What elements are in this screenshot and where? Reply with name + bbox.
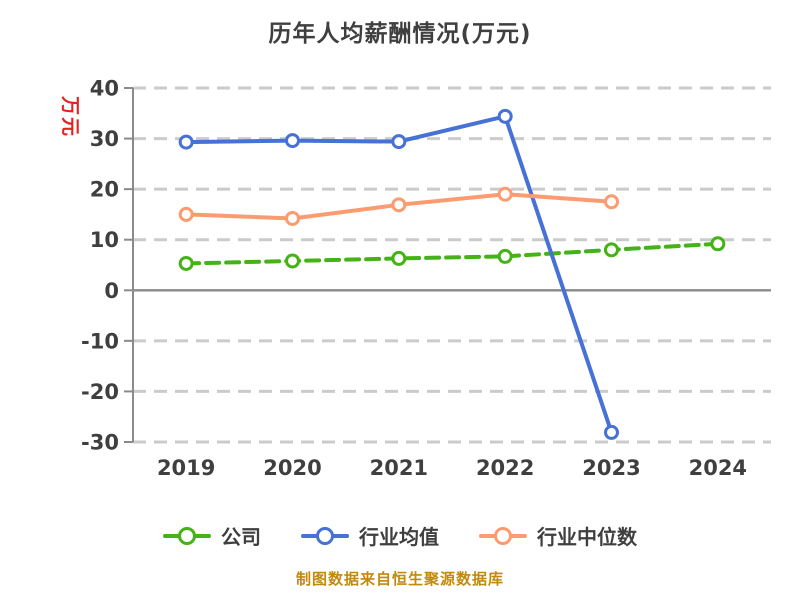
series-marker-industry-median[interactable] — [178, 206, 194, 222]
x-tick-label: 2020 — [263, 456, 321, 480]
legend-marker-icon — [301, 526, 349, 545]
y-tick-label: 0 — [104, 279, 119, 303]
legend-item-company[interactable]: 公司 — [163, 521, 261, 550]
series-marker-company[interactable] — [604, 242, 619, 258]
y-tick-label: 40 — [90, 77, 119, 101]
y-tick-label: -10 — [81, 329, 119, 353]
legend-item-industry-mean[interactable]: 行业均值 — [301, 521, 439, 550]
x-tick-label: 2023 — [582, 456, 640, 480]
y-tick-label: 30 — [90, 127, 119, 151]
legend-label: 公司 — [221, 525, 261, 549]
y-tick-label: -30 — [81, 431, 119, 455]
legend-dot — [494, 526, 512, 545]
series-marker-industry-median[interactable] — [391, 197, 407, 213]
legend-item-industry-median[interactable]: 行业中位数 — [479, 521, 637, 550]
x-tick-label: 2022 — [476, 456, 534, 480]
series-line-company — [184, 241, 720, 266]
series-marker-industry-mean[interactable] — [604, 424, 619, 440]
legend-dot — [178, 526, 196, 545]
chart-title: 历年人均薪酬情况(万元) — [268, 21, 532, 47]
series-marker-industry-mean[interactable] — [391, 134, 407, 150]
series-marker-industry-mean[interactable] — [178, 134, 194, 150]
x-tick-label: 2019 — [157, 456, 215, 480]
series-marker-company[interactable] — [391, 250, 407, 266]
series-marker-company[interactable] — [178, 255, 194, 271]
legend-label: 行业中位数 — [537, 525, 637, 549]
series-line-industry-mean — [184, 113, 614, 435]
y-tick-label: 20 — [90, 178, 119, 202]
series-marker-company[interactable] — [285, 253, 300, 269]
legend-marker-icon — [479, 526, 527, 545]
series-marker-industry-median[interactable] — [604, 194, 619, 210]
plot-area: 40 30 20 10 0 -10 -20 -30 2019 2020 2021 2022 2023 20… — [81, 77, 771, 480]
y-tick-label: -20 — [81, 380, 119, 404]
data-source-note: 制图数据来自恒生聚源数据库 — [295, 570, 504, 588]
series-marker-industry-mean[interactable] — [497, 108, 513, 124]
y-tick-label: 10 — [90, 228, 119, 252]
series-marker-industry-mean[interactable] — [285, 133, 300, 149]
series-marker-company[interactable] — [710, 236, 726, 252]
x-tick-label: 2024 — [689, 456, 747, 480]
legend: 公司 行业均值 行业中位数 — [0, 521, 800, 550]
series-marker-company[interactable] — [497, 248, 513, 264]
legend-label: 行业均值 — [359, 525, 439, 549]
legend-dot — [316, 526, 334, 545]
x-tick-label: 2021 — [370, 456, 428, 480]
series-marker-industry-median[interactable] — [497, 186, 513, 202]
legend-marker-icon — [163, 526, 211, 545]
series-marker-industry-median[interactable] — [285, 210, 300, 226]
